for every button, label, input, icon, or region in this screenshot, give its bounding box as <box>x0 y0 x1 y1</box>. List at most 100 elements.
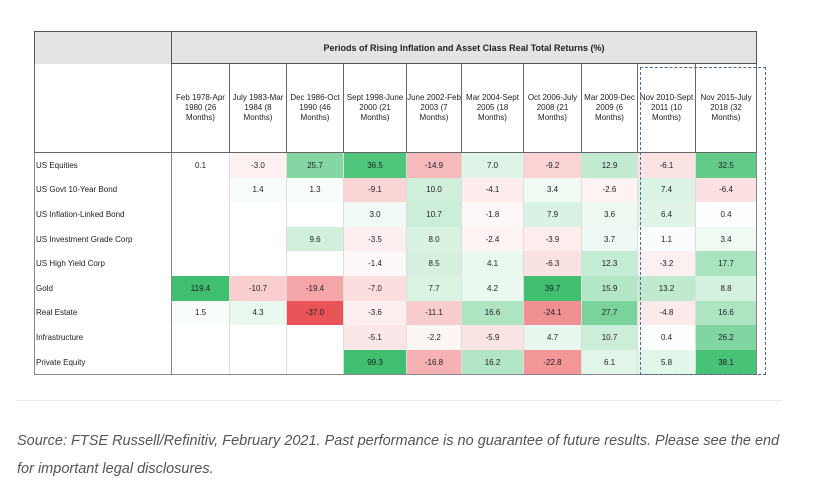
value-cell: 6.1 <box>581 349 638 376</box>
value-cell: 119.4 <box>171 275 230 301</box>
value-cell: 26.2 <box>695 325 758 350</box>
period-header: Feb 1978-Apr 1980 (26 Months) <box>171 63 230 153</box>
period-header: Oct 2006-July 2008 (21 Months) <box>523 63 582 153</box>
value-cell: 1.5 <box>171 300 230 326</box>
value-cell: 3.4 <box>523 177 582 203</box>
value-cell <box>286 202 344 227</box>
row-label: US High Yield Corp <box>34 251 172 276</box>
period-header: Nov 2015-July 2018 (32 Months) <box>694 63 758 153</box>
value-cell: 99.3 <box>343 349 407 376</box>
value-cell: -14.9 <box>406 152 462 178</box>
value-cell: 38.1 <box>695 349 758 376</box>
table-title: Periods of Rising Inflation and Asset Cl… <box>170 31 758 64</box>
period-header: Mar 2004-Sept 2005 (18 Months) <box>461 63 524 153</box>
value-cell: -5.9 <box>461 325 524 350</box>
value-cell: 10.0 <box>406 177 462 203</box>
table-row: US Investment Grade Corp 9.6 -3.5 8.0 -2.4 -3… <box>34 226 758 252</box>
table-row: US High Yield Corp -1.4 8.5 4.1 -6.3 12.3 -3.2… <box>34 251 758 276</box>
value-cell: 16.6 <box>461 300 524 326</box>
value-cell: 0.4 <box>695 202 758 227</box>
value-cell: 13.2 <box>637 275 696 301</box>
value-cell <box>171 177 230 203</box>
value-cell: -2.4 <box>461 226 524 252</box>
value-cell: 1.3 <box>286 177 344 203</box>
value-cell: -24.1 <box>523 300 582 326</box>
value-cell: 25.7 <box>286 152 344 178</box>
value-cell: 6.4 <box>637 202 696 227</box>
value-cell: -7.0 <box>343 275 407 301</box>
value-cell: 7.9 <box>523 202 582 227</box>
period-header: Dec 1986-Oct 1990 (46 Months) <box>286 63 344 153</box>
value-cell: 9.6 <box>286 226 344 252</box>
value-cell: -2.6 <box>581 177 638 203</box>
value-cell: 16.2 <box>461 349 524 376</box>
value-cell: 8.5 <box>406 251 462 276</box>
table-row: Real Estate 1.5 4.3 -37.0 -3.6 -11.1 16.6 -24.1… <box>34 300 758 326</box>
value-cell: -6.3 <box>523 251 582 276</box>
value-cell <box>286 325 344 350</box>
value-cell <box>286 349 344 376</box>
period-header: Sept 1998-June 2000 (21 Months) <box>343 63 407 153</box>
value-cell: -9.2 <box>523 152 582 178</box>
value-cell: -1.8 <box>461 202 524 227</box>
value-cell: -22.8 <box>523 349 582 376</box>
value-cell <box>229 325 287 350</box>
value-cell <box>171 202 230 227</box>
value-cell <box>229 202 287 227</box>
value-cell: 39.7 <box>523 275 582 301</box>
value-cell: -9.1 <box>343 177 407 203</box>
row-label: Infrastructure <box>34 325 172 350</box>
value-cell: 3.4 <box>695 226 758 252</box>
value-cell <box>229 349 287 376</box>
corner-cell <box>34 31 172 64</box>
value-cell: -3.5 <box>343 226 407 252</box>
value-cell: 15.9 <box>581 275 638 301</box>
value-cell: -6.1 <box>637 152 696 178</box>
value-cell <box>171 349 230 376</box>
row-label: US Inflation-Linked Bond <box>34 202 172 227</box>
returns-table: Periods of Rising Inflation and Asset Cl… <box>34 31 758 376</box>
value-cell: 12.9 <box>581 152 638 178</box>
value-cell <box>229 226 287 252</box>
value-cell: 3.6 <box>581 202 638 227</box>
value-cell: 5.8 <box>637 349 696 376</box>
returns-table-container: Periods of Rising Inflation and Asset Cl… <box>34 31 758 376</box>
corner-cell-lower <box>34 63 172 153</box>
value-cell: -2.2 <box>406 325 462 350</box>
value-cell: 7.4 <box>637 177 696 203</box>
value-cell: -6.4 <box>695 177 758 203</box>
value-cell: -3.2 <box>637 251 696 276</box>
row-label: US Equities <box>34 152 172 178</box>
period-header: Nov 2010-Sept 2011 (10 Months) <box>637 63 696 153</box>
value-cell <box>229 251 287 276</box>
value-cell: 32.5 <box>695 152 758 178</box>
value-cell: 3.7 <box>581 226 638 252</box>
table-title-row: Periods of Rising Inflation and Asset Cl… <box>34 31 758 64</box>
value-cell: 3.0 <box>343 202 407 227</box>
value-cell: 1.1 <box>637 226 696 252</box>
period-header: June 2002-Feb 2003 (7 Months) <box>406 63 462 153</box>
value-cell: -3.9 <box>523 226 582 252</box>
value-cell: -37.0 <box>286 300 344 326</box>
row-label: Real Estate <box>34 300 172 326</box>
value-cell: 12.3 <box>581 251 638 276</box>
table-row: Private Equity 99.3 -16.8 16.2 -22.8 6.1 5.8 38… <box>34 349 758 376</box>
value-cell: 1.4 <box>229 177 287 203</box>
table-row: Gold 119.4 -10.7 -19.4 -7.0 7.7 4.2 39.7 15.9 13.… <box>34 275 758 301</box>
table-row: US Inflation-Linked Bond 3.0 10.7 -1.8 7.9 3.… <box>34 202 758 227</box>
value-cell: 7.7 <box>406 275 462 301</box>
source-note: Source: FTSE Russell/Refinitiv, February… <box>17 433 780 477</box>
value-cell: -3.6 <box>343 300 407 326</box>
table-row: US Equities 0.1 -3.0 25.7 36.5 -14.9 7.0 -9.2 12… <box>34 152 758 178</box>
table-row: US Govt 10-Year Bond 1.4 1.3 -9.1 10.0 -4.1 3.… <box>34 177 758 203</box>
row-label: US Govt 10-Year Bond <box>34 177 172 203</box>
row-label: Gold <box>34 275 172 301</box>
period-header: Mar 2009-Dec 2009 (6 Months) <box>581 63 638 153</box>
value-cell: -16.8 <box>406 349 462 376</box>
value-cell: -5.1 <box>343 325 407 350</box>
value-cell: 7.0 <box>461 152 524 178</box>
value-cell: -1.4 <box>343 251 407 276</box>
value-cell: 0.1 <box>171 152 230 178</box>
value-cell: 8.8 <box>695 275 758 301</box>
period-header: July 1983-Mar 1984 (8 Months) <box>229 63 287 153</box>
